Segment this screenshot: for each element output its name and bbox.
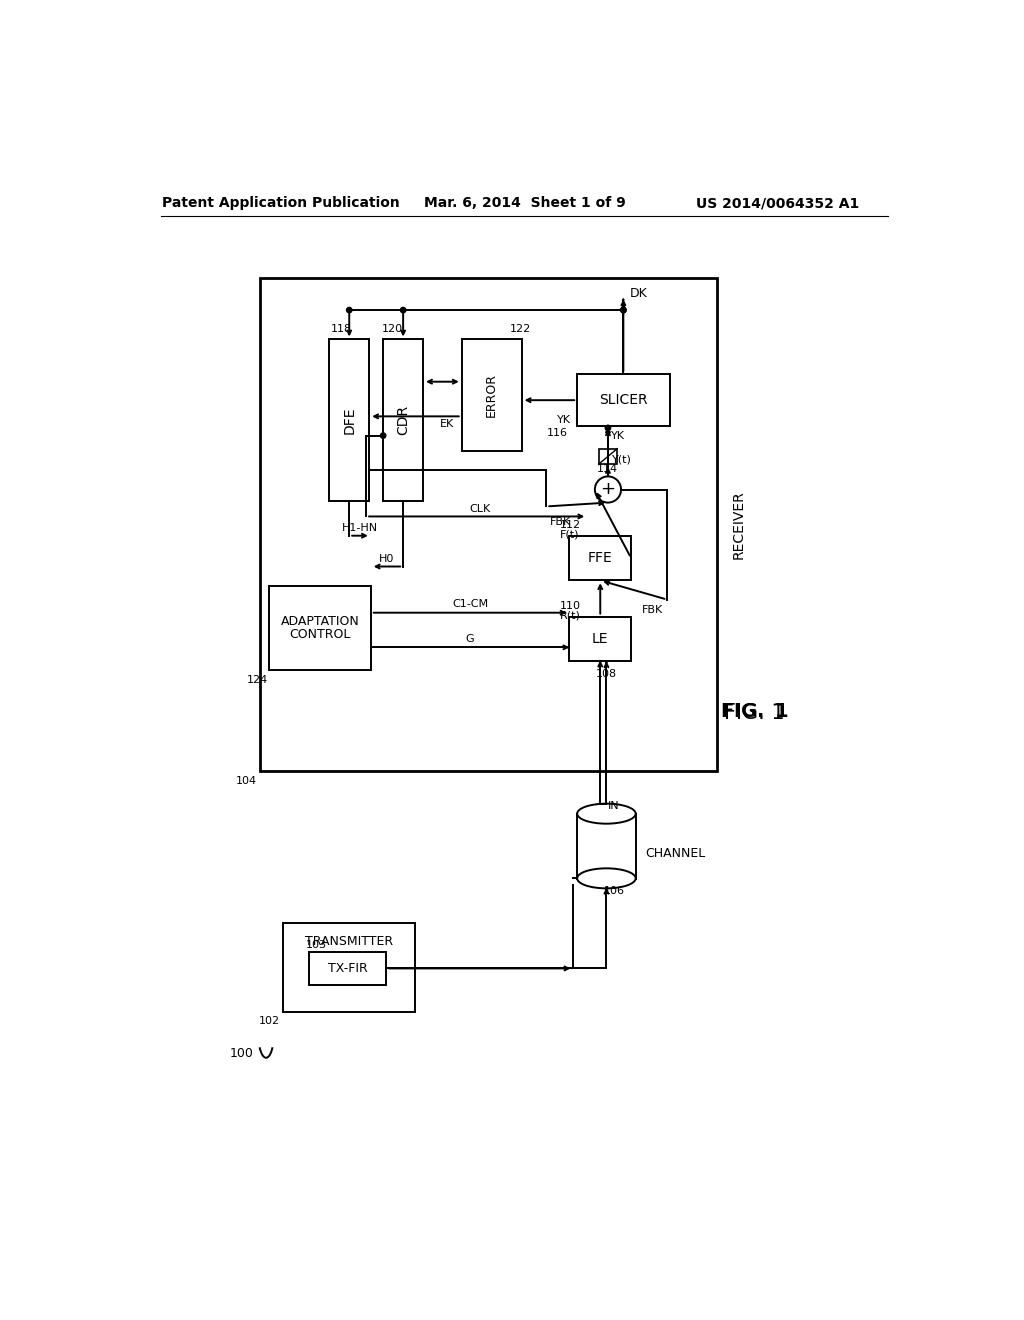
Text: IN: IN bbox=[608, 801, 620, 810]
Circle shape bbox=[605, 425, 610, 430]
Text: YK: YK bbox=[557, 416, 571, 425]
Text: $\mathbf{FIG.\ 1}$: $\mathbf{FIG.\ 1}$ bbox=[720, 702, 788, 721]
Text: FBK: FBK bbox=[550, 517, 571, 527]
Bar bbox=[269, 586, 371, 671]
Circle shape bbox=[400, 308, 406, 313]
Text: H0: H0 bbox=[379, 554, 394, 564]
Text: C1-CM: C1-CM bbox=[452, 599, 488, 610]
Text: FBK: FBK bbox=[642, 605, 664, 615]
Ellipse shape bbox=[578, 869, 636, 888]
Text: 100: 100 bbox=[229, 1047, 254, 1060]
Circle shape bbox=[381, 433, 386, 438]
Text: G: G bbox=[466, 634, 474, 644]
Text: US 2014/0064352 A1: US 2014/0064352 A1 bbox=[695, 197, 859, 210]
Text: F(t): F(t) bbox=[560, 529, 580, 539]
Text: 122: 122 bbox=[510, 323, 531, 334]
Text: ADAPTATION: ADAPTATION bbox=[281, 615, 359, 628]
Bar bbox=[569, 536, 631, 581]
Text: Mar. 6, 2014  Sheet 1 of 9: Mar. 6, 2014 Sheet 1 of 9 bbox=[424, 197, 626, 210]
Text: FIG. 1: FIG. 1 bbox=[724, 702, 784, 723]
Circle shape bbox=[346, 308, 352, 313]
Text: EK: EK bbox=[439, 418, 454, 429]
Text: LE: LE bbox=[592, 632, 608, 645]
Circle shape bbox=[621, 308, 626, 313]
Bar bbox=[578, 813, 636, 879]
Text: SLICER: SLICER bbox=[599, 393, 647, 407]
Text: 118: 118 bbox=[331, 323, 352, 334]
Text: YK: YK bbox=[611, 430, 625, 441]
Text: 108: 108 bbox=[596, 668, 616, 678]
Text: H1-HN: H1-HN bbox=[342, 523, 378, 533]
Text: CLK: CLK bbox=[470, 504, 490, 513]
Bar bbox=[569, 616, 631, 661]
Text: 120: 120 bbox=[382, 323, 402, 334]
Bar bbox=[578, 374, 670, 426]
Bar bbox=[599, 449, 617, 465]
Text: 124: 124 bbox=[247, 675, 267, 685]
Text: DK: DK bbox=[630, 286, 647, 300]
Text: ERROR: ERROR bbox=[485, 372, 499, 417]
Text: 102: 102 bbox=[259, 1016, 280, 1026]
Circle shape bbox=[621, 308, 626, 313]
Text: 114: 114 bbox=[596, 463, 617, 474]
Bar bbox=[260, 277, 717, 771]
Text: FFE: FFE bbox=[588, 550, 612, 565]
Text: 112: 112 bbox=[560, 520, 582, 529]
Text: Patent Application Publication: Patent Application Publication bbox=[162, 197, 399, 210]
Text: 104: 104 bbox=[236, 776, 257, 787]
Text: CHANNEL: CHANNEL bbox=[645, 847, 706, 861]
Circle shape bbox=[595, 477, 621, 503]
Text: TX-FIR: TX-FIR bbox=[328, 962, 368, 975]
Text: R(t): R(t) bbox=[560, 610, 581, 620]
Bar bbox=[309, 952, 386, 985]
Text: CONTROL: CONTROL bbox=[290, 628, 350, 640]
Bar bbox=[462, 339, 521, 451]
Text: CDR: CDR bbox=[396, 405, 411, 436]
Bar bbox=[283, 923, 416, 1011]
Text: 103: 103 bbox=[306, 940, 327, 950]
Bar bbox=[383, 339, 423, 502]
Text: Y(t): Y(t) bbox=[611, 454, 632, 465]
Text: 116: 116 bbox=[547, 428, 568, 437]
Text: 106: 106 bbox=[604, 887, 625, 896]
Text: RECEIVER: RECEIVER bbox=[732, 490, 745, 558]
Bar bbox=[330, 339, 370, 502]
Ellipse shape bbox=[578, 804, 636, 824]
Text: DFE: DFE bbox=[342, 407, 356, 434]
Text: +: + bbox=[600, 480, 615, 499]
Text: 110: 110 bbox=[560, 601, 582, 611]
Text: TRANSMITTER: TRANSMITTER bbox=[305, 935, 393, 948]
